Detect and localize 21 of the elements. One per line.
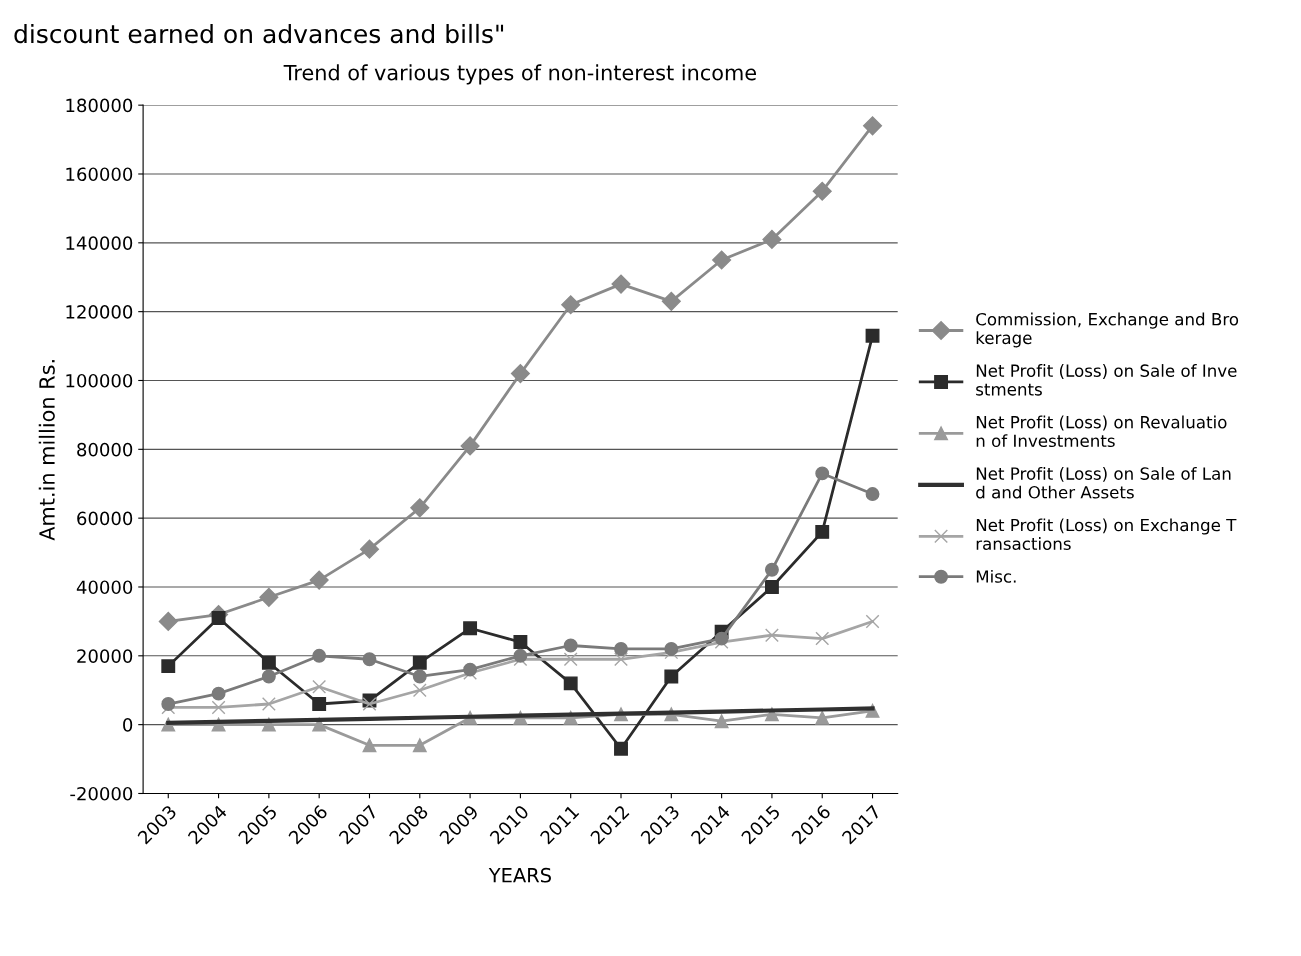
legend-label: Misc. [976, 569, 1016, 583]
y-tick-label: 20000 [77, 649, 133, 663]
x-axis-title: YEARS [488, 867, 551, 883]
text: discount earned on advances and bills" [14, 23, 504, 44]
legend-label: Commission, Exchange and Bro kerage [976, 312, 1239, 348]
y-tick-label: 120000 [66, 305, 133, 319]
y-tick-label: 80000 [77, 442, 133, 457]
y-tick-label: 60000 [77, 511, 133, 526]
legend-label: Net Profit (Loss) on Sale of Lan d and Other Assets [976, 466, 1231, 499]
chart-title: Trend of various types of non-interest income [283, 64, 757, 85]
legend-label: Net Profit (Loss) on Sale of Inve stments [976, 364, 1237, 396]
y-tick-label: 160000 [66, 167, 133, 182]
y-tick-label: 100000 [66, 373, 133, 388]
y-tick-label: -20000 [70, 786, 133, 801]
y-tick-label: 40000 [76, 580, 133, 595]
legend-label: Net Profit (Loss) on Exchange T ransactions [976, 518, 1237, 551]
y-tick-label: 140000 [66, 236, 133, 250]
legend-label: Net Profit (Loss) on Revaluatio n of Investments [976, 415, 1227, 448]
y-tick-label: 180000 [66, 98, 133, 113]
y-axis-title: Amt.in million Rs. [38, 360, 55, 541]
y-tick-label: 0 [123, 718, 133, 732]
